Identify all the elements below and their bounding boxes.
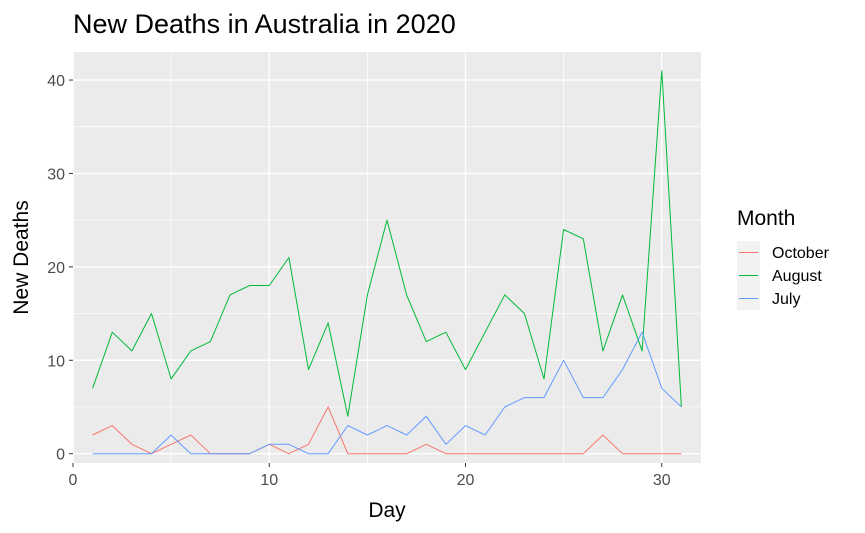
series-lines bbox=[92, 70, 682, 455]
legend-items: October August July bbox=[737, 241, 830, 310]
legend-title: Month bbox=[737, 207, 795, 230]
x-axis-title: Day bbox=[368, 499, 406, 522]
legend-label-october: October bbox=[772, 245, 830, 262]
x-tick-label: 0 bbox=[69, 472, 78, 489]
x-tick-label: 30 bbox=[653, 472, 671, 489]
legend-label-july: July bbox=[772, 291, 800, 308]
y-axis-title: New Deaths bbox=[10, 200, 33, 314]
legend: Month October August July bbox=[737, 207, 830, 310]
x-tick-label: 10 bbox=[260, 472, 278, 489]
chart-title: New Deaths in Australia in 2020 bbox=[73, 9, 456, 39]
y-tick-label: 0 bbox=[56, 447, 65, 464]
plot-panel bbox=[73, 52, 701, 463]
y-tick-label: 30 bbox=[47, 166, 65, 183]
series-line-august bbox=[92, 70, 682, 417]
series-line-july bbox=[92, 331, 682, 455]
y-tick-label: 10 bbox=[47, 353, 65, 370]
y-tick-label: 40 bbox=[47, 73, 65, 90]
y-tick-label: 20 bbox=[47, 260, 65, 277]
x-tick-label: 20 bbox=[457, 472, 475, 489]
axes: 0 10 20 30 0 10 20 30 40 bbox=[47, 73, 671, 489]
series-line-october bbox=[92, 406, 682, 455]
legend-label-august: August bbox=[772, 268, 822, 285]
